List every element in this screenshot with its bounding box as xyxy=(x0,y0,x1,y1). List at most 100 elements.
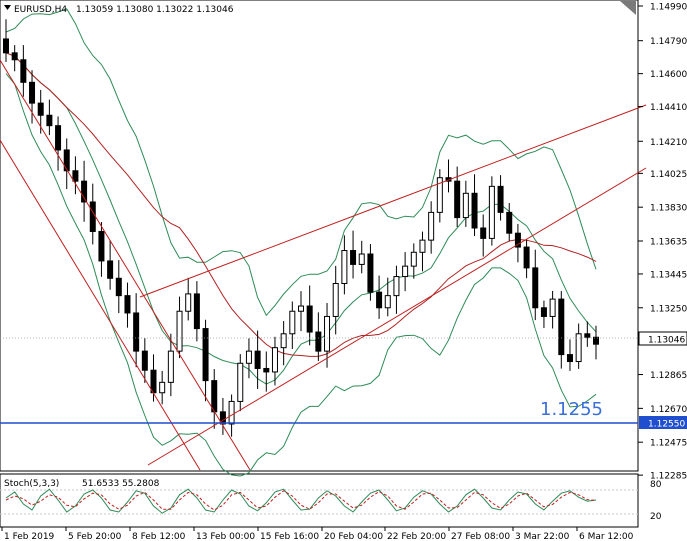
candle[interactable] xyxy=(219,398,226,435)
candle[interactable] xyxy=(306,285,313,346)
candle[interactable] xyxy=(55,116,62,171)
ohlc-label: 1.13059 1.13080 1.13022 1.13046 xyxy=(76,5,234,15)
candle[interactable] xyxy=(341,235,348,295)
bollinger-upper xyxy=(5,8,597,317)
time-tick-label: 3 Mar 22:00 xyxy=(515,532,570,541)
current-price-label: 1.13046 xyxy=(648,336,685,346)
candle[interactable] xyxy=(107,240,114,290)
candle[interactable] xyxy=(410,243,417,279)
candle[interactable] xyxy=(480,214,487,257)
candle[interactable] xyxy=(263,351,270,392)
chevron-down-icon[interactable] xyxy=(4,5,11,10)
channel-upper-line[interactable] xyxy=(0,59,251,471)
candle[interactable] xyxy=(376,275,383,319)
support-price-label: 1.12550 xyxy=(648,420,685,430)
candle[interactable] xyxy=(193,281,200,342)
candle[interactable] xyxy=(245,338,252,379)
candle[interactable] xyxy=(350,230,357,279)
stochastic-values: 51.6533 55.2808 xyxy=(82,479,160,489)
price-tick-label: 1.13830 xyxy=(650,204,687,214)
candle[interactable] xyxy=(428,201,435,254)
candle[interactable] xyxy=(532,249,539,321)
symbol-label: EURUSD,H4 xyxy=(14,5,67,15)
candle[interactable] xyxy=(81,160,88,222)
candle[interactable] xyxy=(159,370,166,405)
candle[interactable] xyxy=(566,339,573,371)
candle[interactable] xyxy=(523,238,530,279)
candle[interactable] xyxy=(271,336,278,386)
time-tick-label: 5 Feb 20:00 xyxy=(68,532,122,541)
candle[interactable] xyxy=(358,240,365,274)
candle[interactable] xyxy=(558,291,565,369)
wedge-upper-line[interactable] xyxy=(139,104,647,298)
time-tick-label: 27 Feb 08:00 xyxy=(451,532,510,541)
candle[interactable] xyxy=(506,203,513,242)
candle[interactable] xyxy=(419,231,426,272)
time-tick-label: 22 Feb 20:00 xyxy=(387,532,446,541)
candle[interactable] xyxy=(202,319,209,402)
candle[interactable] xyxy=(332,265,339,335)
candle[interactable] xyxy=(384,277,391,317)
price-tick-label: 1.13250 xyxy=(650,304,687,314)
candle[interactable] xyxy=(540,300,547,328)
candle[interactable] xyxy=(593,325,599,360)
channel-lower-line[interactable] xyxy=(0,139,201,471)
candle[interactable] xyxy=(63,138,70,190)
candle[interactable] xyxy=(393,265,400,314)
time-tick-label: 15 Feb 16:00 xyxy=(260,532,319,541)
candle[interactable] xyxy=(575,323,582,369)
candle[interactable] xyxy=(254,330,261,390)
candle[interactable] xyxy=(584,321,591,347)
stoch-signal-line xyxy=(5,490,597,511)
time-tick-label: 1 Feb 2019 xyxy=(4,532,55,541)
candle[interactable] xyxy=(124,282,131,328)
candle[interactable] xyxy=(549,290,556,329)
candle[interactable] xyxy=(289,301,296,350)
candle[interactable] xyxy=(436,169,443,223)
price-tick-label: 1.14410 xyxy=(650,103,687,113)
candle[interactable] xyxy=(462,180,469,227)
candle[interactable] xyxy=(46,99,53,136)
candle[interactable] xyxy=(367,244,374,301)
candle[interactable] xyxy=(324,302,331,368)
candle[interactable] xyxy=(176,296,183,359)
candle[interactable] xyxy=(20,45,27,97)
candle[interactable] xyxy=(11,45,18,72)
support-price-tag: 1.12550 xyxy=(639,416,687,430)
candle[interactable] xyxy=(488,176,495,246)
time-tick-label: 13 Feb 00:00 xyxy=(196,532,255,541)
candle[interactable] xyxy=(98,222,105,277)
candle[interactable] xyxy=(167,333,174,397)
candle[interactable] xyxy=(185,277,192,321)
candle[interactable] xyxy=(237,354,244,412)
candle[interactable] xyxy=(402,252,409,292)
current-price-tag: 1.13046 xyxy=(638,331,687,346)
price-tick-label: 1.13635 xyxy=(650,238,687,248)
candle[interactable] xyxy=(3,19,9,63)
stoch-tick-80: 80 xyxy=(650,480,662,490)
candle[interactable] xyxy=(133,293,140,368)
stoch-tick-20: 20 xyxy=(650,512,662,522)
candle[interactable] xyxy=(280,321,287,366)
candle[interactable] xyxy=(298,291,304,332)
main-chart-area[interactable] xyxy=(0,0,639,472)
price-tick-label: 1.13445 xyxy=(650,270,687,280)
candle[interactable] xyxy=(29,70,36,124)
wedge-lower-line[interactable] xyxy=(147,167,647,466)
candle[interactable] xyxy=(315,312,322,362)
candle[interactable] xyxy=(141,338,148,383)
candle[interactable] xyxy=(471,174,478,237)
chart-corner-icon[interactable] xyxy=(620,1,636,15)
time-tick-label: 20 Feb 04:00 xyxy=(324,532,383,541)
candle[interactable] xyxy=(115,260,122,314)
candle[interactable] xyxy=(72,156,79,195)
chart-header: EURUSD,H4 1.13059 1.13080 1.13022 1.1304… xyxy=(4,5,234,15)
price-tick-label: 1.12670 xyxy=(650,405,687,415)
price-tick-label: 1.12475 xyxy=(650,439,687,449)
stochastic-lines xyxy=(0,488,638,515)
time-axis: 1 Feb 2019 5 Feb 20:00 8 Feb 12:00 13 Feb 0… xyxy=(1,527,634,541)
price-tick-label: 1.14210 xyxy=(650,138,687,148)
candle[interactable] xyxy=(497,175,504,221)
candle[interactable] xyxy=(514,223,521,263)
